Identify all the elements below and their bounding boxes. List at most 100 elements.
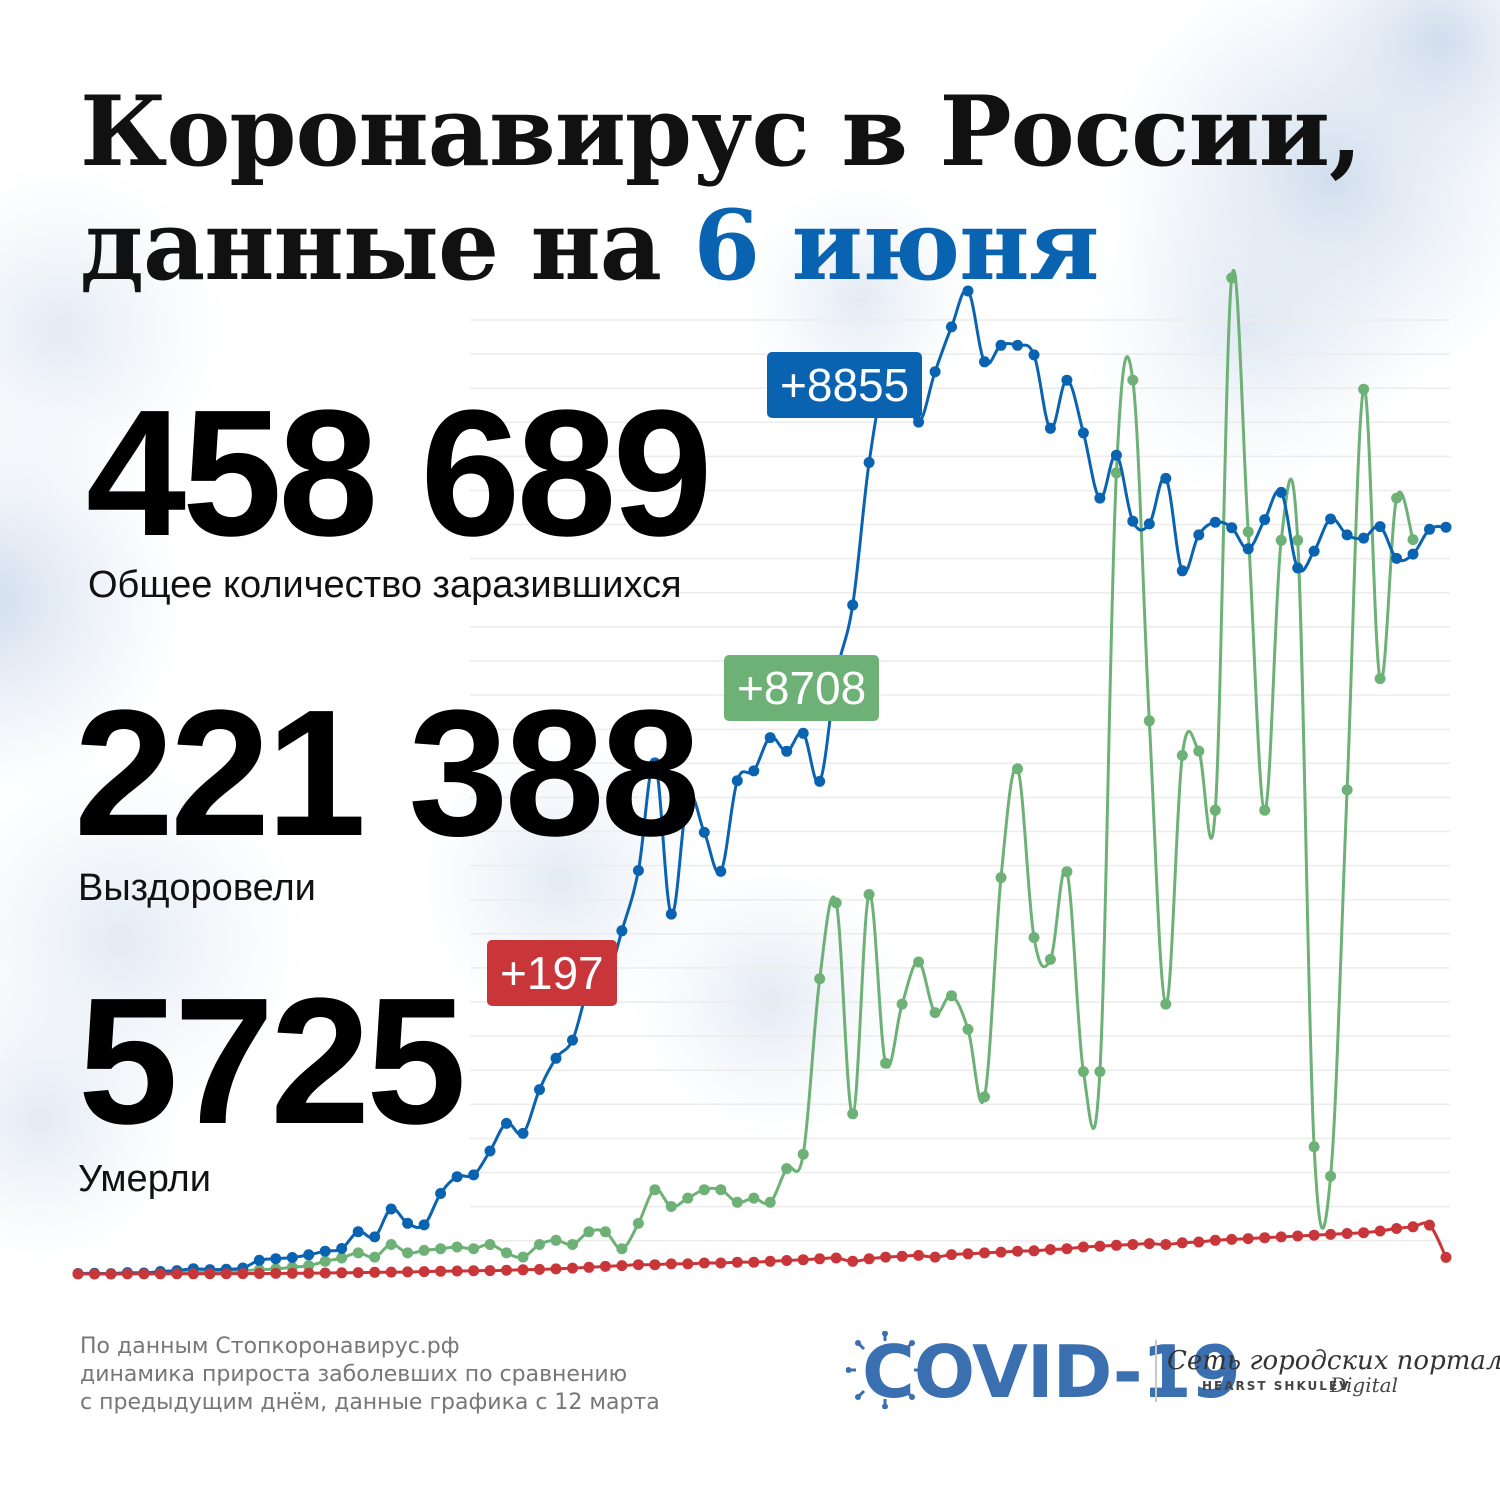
- data-point: [880, 1057, 892, 1069]
- data-point: [286, 1267, 298, 1279]
- data-point: [1176, 565, 1188, 577]
- data-point: [435, 1188, 447, 1199]
- data-point: [946, 990, 957, 1002]
- data-point: [468, 1265, 480, 1277]
- data-point: [979, 1091, 990, 1103]
- deaths-delta-badge: +197: [487, 940, 617, 1006]
- data-point: [1391, 552, 1403, 564]
- total-cases-delta-badge: +8855: [767, 352, 923, 418]
- logo-divider: [1155, 1340, 1157, 1402]
- data-point: [665, 908, 677, 920]
- data-point: [1226, 272, 1238, 284]
- title-line-2-prefix: данные на: [80, 189, 662, 302]
- data-point: [517, 1264, 529, 1276]
- data-point: [534, 1263, 545, 1275]
- title-date-highlight: 6 июня: [693, 189, 1099, 302]
- data-point: [385, 1203, 397, 1215]
- title-line-1: Коронавирус в России,: [80, 75, 1362, 188]
- data-point: [1242, 543, 1254, 555]
- data-point: [764, 1196, 776, 1208]
- data-point: [220, 1268, 232, 1280]
- data-point: [1325, 1228, 1337, 1240]
- data-point: [336, 1243, 348, 1254]
- data-point: [995, 1246, 1007, 1258]
- data-point: [451, 1265, 463, 1277]
- data-point: [830, 1252, 842, 1264]
- data-point: [352, 1267, 364, 1279]
- network-name: Сеть городских порталов: [1167, 1346, 1500, 1376]
- data-point: [649, 1184, 661, 1196]
- data-point: [1061, 1243, 1073, 1255]
- data-point: [748, 765, 760, 777]
- data-point: [402, 1217, 414, 1229]
- data-point: [781, 1163, 793, 1175]
- footnote-line-2: динамика прироста заболевших по сравнени…: [80, 1362, 628, 1387]
- data-point: [1358, 1227, 1370, 1239]
- data-point: [1424, 523, 1435, 535]
- data-point: [204, 1268, 216, 1280]
- data-point: [121, 1268, 133, 1280]
- data-point: [797, 1148, 809, 1160]
- data-point: [319, 1245, 331, 1257]
- data-point: [583, 1261, 595, 1273]
- data-point: [616, 925, 628, 937]
- data-point: [517, 1251, 529, 1263]
- data-point: [418, 1244, 430, 1256]
- data-point: [1440, 1251, 1452, 1263]
- footnote: По данным Стопкоронавирус.рф динамика пр…: [80, 1333, 780, 1417]
- data-point: [913, 956, 925, 968]
- data-point: [1259, 1232, 1271, 1244]
- data-point: [1374, 521, 1386, 533]
- data-point: [501, 1264, 512, 1276]
- data-point: [1176, 1237, 1188, 1249]
- deaths-label: Умерли: [78, 1158, 211, 1200]
- data-point: [797, 727, 809, 739]
- data-point: [303, 1249, 315, 1261]
- data-point: [731, 1256, 743, 1268]
- data-point: [1407, 548, 1419, 560]
- data-point: [715, 865, 727, 877]
- data-point: [1226, 1233, 1238, 1245]
- chart-gridlines: [470, 319, 1450, 1242]
- data-point: [484, 1145, 496, 1157]
- data-point: [764, 732, 776, 744]
- data-point: [1110, 467, 1122, 479]
- data-point: [567, 1262, 578, 1274]
- data-point: [1275, 1231, 1287, 1243]
- data-point: [847, 1108, 859, 1120]
- data-point: [1077, 1066, 1089, 1078]
- data-point: [781, 1255, 793, 1266]
- data-point: [1061, 866, 1073, 878]
- data-point: [385, 1239, 397, 1250]
- data-point: [1209, 804, 1221, 816]
- data-point: [1044, 422, 1056, 434]
- data-point: [946, 321, 957, 333]
- data-point: [1028, 1245, 1040, 1257]
- data-point: [484, 1239, 496, 1250]
- data-point: [154, 1268, 166, 1280]
- data-point: [1259, 804, 1271, 816]
- series-recovered: [72, 268, 1419, 1280]
- data-point: [187, 1268, 199, 1280]
- data-point: [303, 1267, 315, 1279]
- data-point: [270, 1253, 282, 1265]
- data-point: [286, 1252, 298, 1263]
- data-point: [863, 889, 875, 900]
- data-point: [253, 1254, 265, 1266]
- data-point: [1341, 784, 1353, 796]
- data-point: [1275, 486, 1287, 498]
- deaths-value: 5725: [78, 961, 466, 1162]
- data-point: [1358, 532, 1370, 544]
- data-point: [1391, 492, 1403, 504]
- data-point: [1209, 1234, 1221, 1246]
- data-point: [962, 1023, 974, 1035]
- data-point: [979, 356, 990, 368]
- data-point: [715, 1184, 727, 1196]
- data-point: [979, 1247, 990, 1259]
- data-point: [451, 1171, 463, 1183]
- data-point: [682, 792, 694, 804]
- data-point: [1044, 953, 1056, 965]
- data-point: [1407, 534, 1419, 546]
- data-point: [1242, 1233, 1254, 1245]
- data-point: [501, 1117, 512, 1129]
